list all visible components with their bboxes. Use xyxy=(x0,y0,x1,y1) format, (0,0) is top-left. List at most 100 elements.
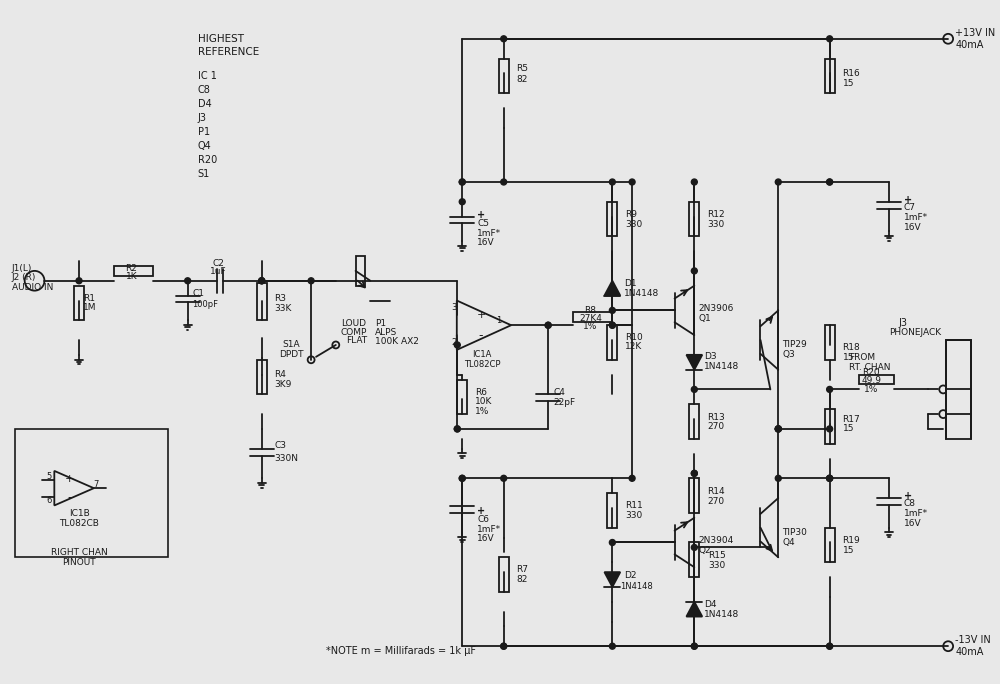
Text: 1%: 1% xyxy=(583,321,598,330)
Text: 82: 82 xyxy=(517,575,528,583)
Text: R8: R8 xyxy=(585,306,597,315)
Circle shape xyxy=(943,642,953,651)
Circle shape xyxy=(691,544,697,551)
Circle shape xyxy=(308,356,315,363)
Text: 16V: 16V xyxy=(477,238,495,247)
Circle shape xyxy=(827,386,833,393)
Text: R13: R13 xyxy=(707,412,725,421)
Text: S1A: S1A xyxy=(283,341,300,350)
Text: 3K9: 3K9 xyxy=(275,380,292,389)
Bar xyxy=(114,266,153,276)
Polygon shape xyxy=(686,602,702,616)
Text: R2: R2 xyxy=(125,265,137,274)
Circle shape xyxy=(775,426,781,432)
Text: PHONEJACK: PHONEJACK xyxy=(889,328,941,337)
Circle shape xyxy=(25,271,44,291)
Text: 15: 15 xyxy=(842,546,854,555)
Text: C7: C7 xyxy=(904,203,916,212)
Circle shape xyxy=(691,643,697,649)
Polygon shape xyxy=(604,572,620,587)
Bar xyxy=(356,256,365,286)
Text: J3: J3 xyxy=(899,318,908,328)
Text: 33K: 33K xyxy=(275,304,292,313)
Text: C4: C4 xyxy=(553,388,565,397)
Text: Q2: Q2 xyxy=(698,546,711,555)
Polygon shape xyxy=(457,300,511,350)
Circle shape xyxy=(775,475,781,482)
Circle shape xyxy=(939,386,947,393)
Bar xyxy=(257,360,267,395)
Bar xyxy=(74,286,84,320)
Text: 15: 15 xyxy=(842,354,854,363)
Circle shape xyxy=(609,540,615,545)
Text: 10K: 10K xyxy=(475,397,492,406)
Text: +: + xyxy=(904,491,912,501)
Text: FROM: FROM xyxy=(849,354,876,363)
Text: C1: C1 xyxy=(193,289,205,298)
Circle shape xyxy=(629,475,635,482)
Text: D2: D2 xyxy=(624,570,637,579)
Text: R15: R15 xyxy=(708,551,726,560)
Text: 2: 2 xyxy=(452,339,457,347)
Text: D4: D4 xyxy=(704,601,717,609)
Circle shape xyxy=(775,426,781,432)
Circle shape xyxy=(827,475,833,482)
Text: R1: R1 xyxy=(83,294,95,303)
Text: +: + xyxy=(64,474,74,484)
Bar xyxy=(607,202,617,236)
Circle shape xyxy=(454,426,460,432)
Text: 7: 7 xyxy=(93,479,98,489)
Bar xyxy=(689,202,699,236)
Text: DPDT: DPDT xyxy=(279,350,304,359)
Text: HIGHEST
REFERENCE: HIGHEST REFERENCE xyxy=(198,34,259,57)
Text: R6: R6 xyxy=(475,388,487,397)
Bar xyxy=(607,493,617,527)
Text: +: + xyxy=(476,311,486,320)
Text: 16V: 16V xyxy=(904,223,921,232)
Text: 1N4148: 1N4148 xyxy=(704,363,739,371)
Circle shape xyxy=(629,179,635,185)
Text: 27K4: 27K4 xyxy=(579,314,602,323)
Bar xyxy=(825,325,835,360)
Circle shape xyxy=(691,471,697,476)
Text: 330: 330 xyxy=(625,220,642,229)
Text: COMP: COMP xyxy=(341,328,367,337)
Circle shape xyxy=(827,179,833,185)
Text: LOUD: LOUD xyxy=(341,319,366,328)
Text: C6: C6 xyxy=(477,515,489,524)
Text: +: + xyxy=(477,506,485,516)
Text: R10: R10 xyxy=(625,332,643,341)
Polygon shape xyxy=(686,355,702,369)
Text: 100K AX2: 100K AX2 xyxy=(375,337,419,345)
Bar xyxy=(15,429,168,557)
Circle shape xyxy=(185,278,191,284)
Text: 15: 15 xyxy=(842,424,854,434)
Text: 1%: 1% xyxy=(864,385,878,394)
Text: 2N3906: 2N3906 xyxy=(698,304,734,313)
Circle shape xyxy=(76,278,82,284)
Text: 49.9: 49.9 xyxy=(861,376,881,385)
Circle shape xyxy=(501,643,507,649)
Text: 330: 330 xyxy=(707,220,724,229)
Text: 5: 5 xyxy=(47,472,52,481)
Text: +: + xyxy=(477,209,485,220)
Text: 3: 3 xyxy=(452,303,457,312)
Text: 330: 330 xyxy=(708,561,725,570)
Text: 2N3904: 2N3904 xyxy=(698,536,734,545)
Text: -: - xyxy=(479,328,483,341)
Text: R17: R17 xyxy=(842,415,860,423)
Text: +: + xyxy=(904,195,912,205)
Text: TL082CP: TL082CP xyxy=(464,360,500,369)
Circle shape xyxy=(775,426,781,432)
Text: R5: R5 xyxy=(517,64,529,73)
Text: 15: 15 xyxy=(842,79,854,88)
Text: C2: C2 xyxy=(212,259,224,269)
Text: 12K: 12K xyxy=(625,343,642,352)
Text: IC1A: IC1A xyxy=(472,350,492,359)
Bar xyxy=(499,557,509,592)
Text: IC1B: IC1B xyxy=(69,510,89,518)
Text: R12: R12 xyxy=(707,210,725,219)
Text: C3: C3 xyxy=(275,441,287,450)
Circle shape xyxy=(259,278,265,284)
Circle shape xyxy=(501,179,507,185)
